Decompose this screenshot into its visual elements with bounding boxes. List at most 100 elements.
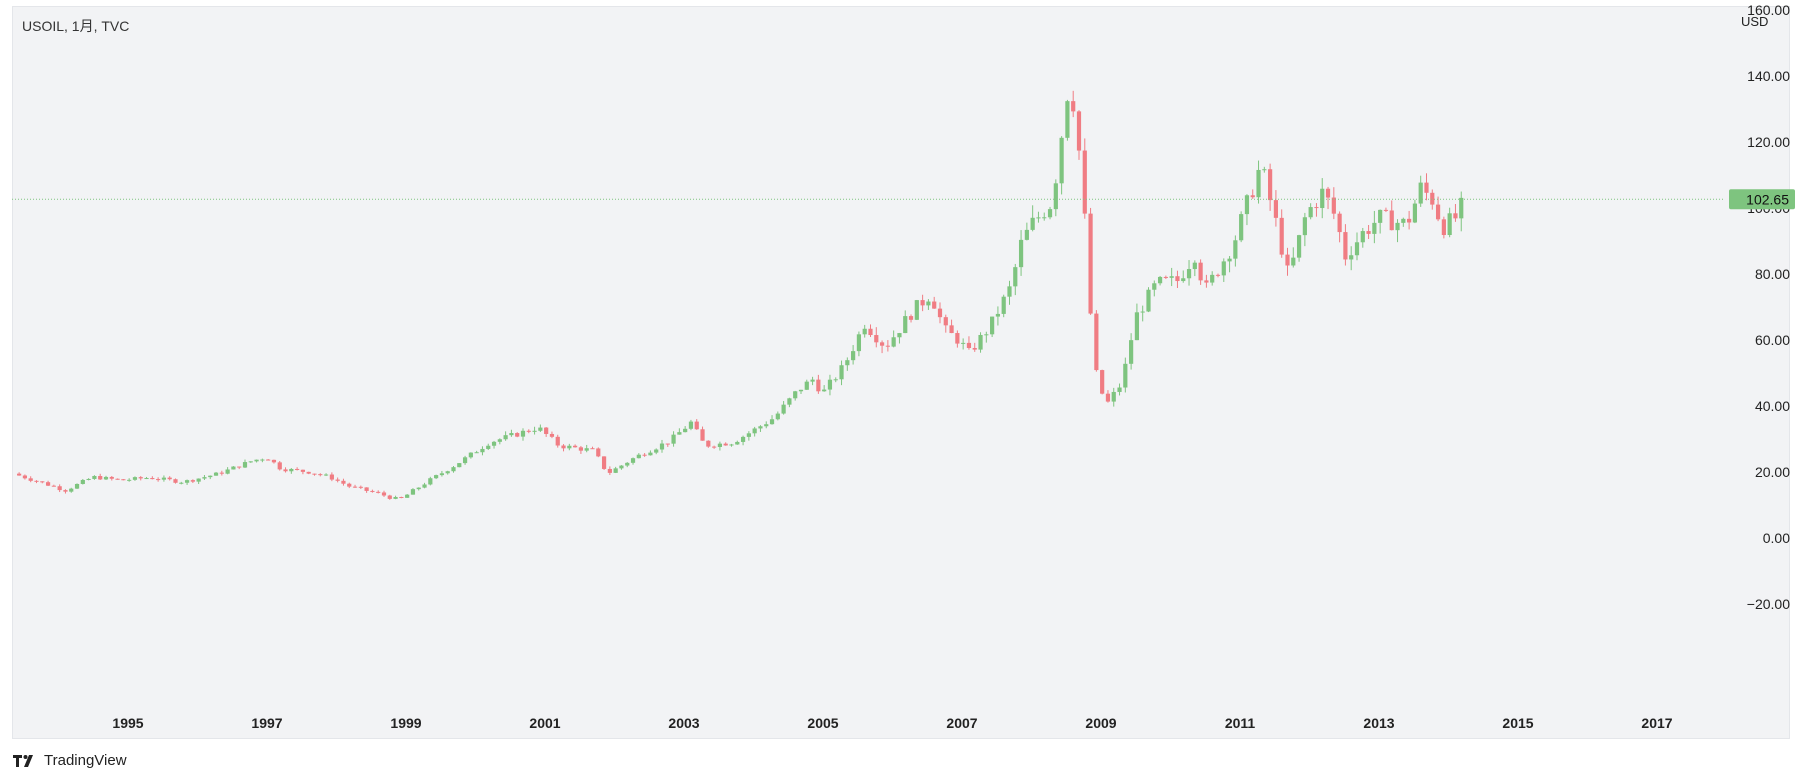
candle-up [1320, 188, 1325, 209]
candle-down [1204, 280, 1209, 283]
currency-label: USD [1741, 14, 1769, 29]
candle-down [277, 462, 282, 470]
candle-up [208, 475, 213, 478]
candle-up [1233, 240, 1238, 259]
candle-up [1036, 217, 1041, 219]
candle-down [1175, 276, 1180, 282]
candle-up [1134, 312, 1140, 341]
candle-up [434, 475, 439, 479]
candle-down [885, 345, 890, 347]
candle-down [121, 479, 126, 481]
candle-down [156, 479, 161, 481]
candle-up [161, 477, 167, 480]
candle-up [1053, 183, 1058, 210]
candle-up [457, 463, 462, 468]
candle-up [491, 441, 497, 446]
candle-up [1239, 214, 1244, 241]
candle-down [868, 328, 873, 336]
candle-up [995, 313, 1001, 317]
candle-down [173, 479, 178, 483]
candle-up [1459, 197, 1464, 219]
candle-up [746, 433, 751, 437]
candle-up [74, 483, 80, 489]
tradingview-brand[interactable]: TradingView [12, 752, 127, 769]
candle-down [816, 379, 821, 392]
x-tick-label: 1999 [390, 715, 421, 731]
candle-down [219, 472, 224, 474]
candle-up [468, 452, 473, 458]
candle-down [932, 301, 937, 309]
candle-down [1441, 219, 1446, 236]
candle-down [1163, 276, 1168, 278]
candle-up [538, 427, 543, 431]
candle-down [318, 474, 323, 476]
chart-frame[interactable] [12, 6, 1790, 739]
candle-down [237, 466, 242, 468]
tradingview-logo-icon [13, 754, 33, 767]
candle-up [897, 333, 902, 338]
candle-up [1192, 262, 1197, 270]
candle-up [1024, 229, 1029, 240]
candle-down [943, 317, 948, 326]
candle-up [1123, 363, 1128, 388]
y-tick-label: 140.00 [1747, 68, 1790, 84]
candle-down [347, 483, 352, 487]
candle-down [1071, 101, 1076, 112]
candle-up [1227, 258, 1232, 262]
candle-up [405, 494, 410, 498]
candle-up [213, 472, 219, 476]
candle-down [601, 456, 607, 469]
candle-up [254, 459, 259, 462]
candle-up [764, 424, 769, 427]
candle-down [723, 443, 728, 446]
candle-up [486, 445, 491, 449]
candle-down [700, 429, 705, 441]
candle-down [920, 300, 925, 306]
candle-up [804, 381, 809, 390]
candle-up [1296, 235, 1302, 258]
last-price-tag [1729, 189, 1795, 210]
candle-up [289, 468, 294, 472]
candle-up [179, 482, 184, 484]
candle-up [775, 413, 780, 420]
candle-up [810, 379, 815, 382]
symbol-title[interactable]: USOIL, 1月, TVC [22, 18, 130, 34]
x-tick-label: 2007 [946, 715, 977, 731]
candle-down [370, 490, 375, 492]
candle-up [1256, 169, 1261, 198]
x-tick-label: 2003 [668, 715, 699, 731]
candle-down [1105, 393, 1111, 402]
candle-up [462, 457, 468, 464]
candle-down [1285, 254, 1290, 266]
candle-up [769, 419, 775, 425]
candle-up [532, 430, 537, 432]
candle-up [323, 474, 329, 476]
candle-up [630, 458, 636, 463]
candle-down [98, 476, 103, 480]
candle-down [1088, 213, 1093, 314]
candle-down [34, 480, 39, 482]
candle-up [926, 301, 931, 306]
candle-down [40, 481, 45, 483]
candle-down [381, 492, 387, 496]
candle-up [671, 434, 676, 444]
candle-down [1314, 207, 1319, 209]
candle-down [283, 469, 288, 472]
candle-up [833, 379, 838, 381]
candle-down [352, 486, 358, 488]
candle-down [45, 482, 51, 486]
candle-down [295, 468, 300, 470]
candle-down [1453, 213, 1458, 219]
y-tick-label: 60.00 [1755, 332, 1790, 348]
y-tick-label: −20.00 [1747, 596, 1790, 612]
candle-up [92, 476, 97, 479]
candle-up [445, 471, 450, 474]
candle-down [150, 478, 155, 480]
candle-down [949, 325, 954, 334]
candle-down [300, 469, 306, 472]
candle-up [1042, 217, 1047, 219]
candle-down [138, 477, 143, 479]
candle-down [358, 486, 363, 488]
candle-up [69, 488, 74, 492]
